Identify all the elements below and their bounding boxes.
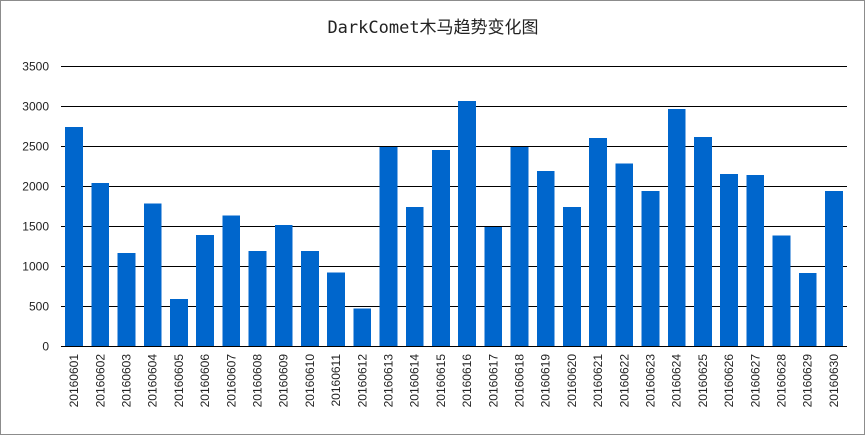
x-tick-label: 20160604 bbox=[146, 354, 160, 408]
x-tick-label: 20160626 bbox=[722, 354, 736, 408]
x-tick-label: 20160602 bbox=[93, 354, 107, 408]
x-tick-label: 20160625 bbox=[696, 354, 710, 408]
bar bbox=[222, 215, 241, 346]
bar bbox=[667, 109, 686, 346]
x-tick-label: 20160603 bbox=[120, 354, 134, 408]
y-tick-label: 0 bbox=[42, 340, 49, 354]
x-tick-label: 20160616 bbox=[460, 354, 474, 408]
x-tick-label: 20160615 bbox=[434, 354, 448, 408]
bar bbox=[693, 137, 712, 346]
y-tick-label: 1000 bbox=[22, 260, 49, 274]
x-tick-label: 20160624 bbox=[670, 354, 684, 408]
bar bbox=[117, 253, 136, 346]
bar bbox=[379, 146, 398, 346]
bar bbox=[720, 174, 739, 346]
x-tick-label: 20160612 bbox=[355, 354, 369, 408]
bar bbox=[510, 146, 529, 346]
x-tick-label: 20160601 bbox=[67, 354, 81, 408]
bar bbox=[798, 273, 817, 346]
y-tick-label: 1500 bbox=[22, 220, 49, 234]
x-tick-label: 20160621 bbox=[591, 354, 605, 408]
x-axis-ticks: 20160601 20160602 20160603 20160604 20160605… bbox=[67, 354, 841, 408]
bar bbox=[327, 272, 346, 346]
x-tick-label: 20160610 bbox=[303, 354, 317, 408]
bar bbox=[91, 182, 110, 346]
x-tick-label: 20160619 bbox=[539, 354, 553, 408]
bar bbox=[169, 298, 188, 346]
x-tick-label: 20160606 bbox=[198, 354, 212, 408]
bar bbox=[641, 190, 660, 346]
x-tick-label: 20160613 bbox=[382, 354, 396, 408]
bar bbox=[772, 235, 791, 346]
x-tick-label: 20160611 bbox=[329, 354, 343, 407]
chart-title: DarkComet木马趋势变化图 bbox=[327, 18, 538, 38]
x-tick-label: 20160608 bbox=[251, 354, 265, 408]
y-tick-label: 2500 bbox=[22, 140, 49, 154]
x-tick-label: 20160618 bbox=[513, 354, 527, 408]
x-tick-label: 20160605 bbox=[172, 354, 186, 408]
bar bbox=[65, 126, 84, 346]
gridlines bbox=[61, 66, 847, 347]
x-tick-label: 20160614 bbox=[408, 354, 422, 408]
x-tick-label: 20160607 bbox=[224, 354, 238, 408]
bar bbox=[458, 101, 477, 346]
x-tick-label: 20160628 bbox=[775, 354, 789, 408]
y-axis-ticks: 0 500 1000 1500 2000 2500 3000 3500 bbox=[22, 60, 49, 354]
bar bbox=[824, 190, 843, 346]
y-tick-label: 3500 bbox=[22, 60, 49, 74]
bar bbox=[746, 174, 765, 346]
bar bbox=[274, 225, 293, 346]
bar bbox=[431, 150, 450, 346]
x-tick-label: 20160630 bbox=[827, 354, 841, 408]
x-tick-label: 20160617 bbox=[486, 354, 500, 408]
bar bbox=[615, 163, 634, 346]
y-tick-label: 2000 bbox=[22, 180, 49, 194]
bar bbox=[353, 308, 372, 346]
x-tick-label: 20160623 bbox=[644, 354, 658, 408]
bar bbox=[300, 250, 319, 346]
x-tick-label: 20160620 bbox=[565, 354, 579, 408]
x-tick-label: 20160629 bbox=[801, 354, 815, 408]
bar bbox=[562, 206, 581, 346]
x-tick-label: 20160609 bbox=[277, 354, 291, 408]
bar bbox=[536, 170, 555, 346]
x-tick-label: 20160622 bbox=[617, 354, 631, 408]
x-tick-label: 20160627 bbox=[748, 354, 762, 408]
bar bbox=[248, 250, 267, 346]
bar bbox=[196, 234, 215, 346]
bar-series bbox=[65, 101, 843, 346]
bar bbox=[484, 226, 503, 346]
bar bbox=[589, 138, 608, 346]
y-tick-label: 500 bbox=[29, 300, 49, 314]
y-tick-label: 3000 bbox=[22, 100, 49, 114]
bar bbox=[143, 203, 162, 346]
bar bbox=[405, 206, 424, 346]
